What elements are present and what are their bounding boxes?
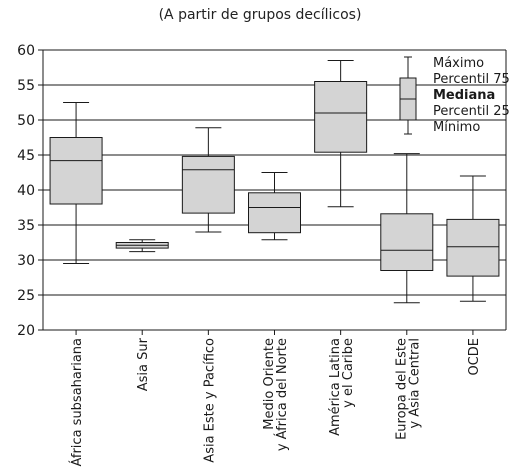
x-category-label: África subsahariana: [69, 338, 85, 467]
x-category-label: y África del Norte: [274, 338, 290, 451]
y-tick-label: 55: [17, 78, 35, 94]
y-tick-label: 50: [17, 113, 35, 129]
y-tick-label: 60: [17, 43, 35, 59]
x-category-label: Europa del Este: [394, 338, 409, 440]
box-box: [380, 213, 434, 272]
box-box: [49, 137, 103, 205]
x-category-label: y el Caribe: [341, 338, 356, 408]
legend-label: Mínimo: [433, 120, 480, 135]
y-tick-label: 45: [17, 148, 35, 164]
x-category-label: y Asia Central: [407, 338, 422, 429]
y-tick-label: 20: [17, 323, 35, 339]
y-tick-label: 35: [17, 218, 35, 234]
y-tick-label: 25: [17, 288, 35, 304]
box-box: [314, 81, 368, 153]
box-box: [446, 218, 500, 277]
x-category-label: Asia Sur: [136, 337, 151, 391]
legend-label: Mediana: [433, 88, 495, 103]
legend-label: Percentil 75: [433, 72, 510, 87]
x-category-label: América Latina: [328, 338, 343, 436]
box-box: [248, 192, 301, 234]
legend-label: Máximo: [433, 56, 484, 71]
box-box: [181, 155, 235, 214]
legend-label: Percentil 25: [433, 104, 510, 119]
x-category-label: Asia Este y Pacífico: [202, 338, 217, 463]
x-category-label: Medio Oriente: [262, 338, 277, 430]
chart-subtitle: (A partir de grupos decílicos): [158, 7, 362, 23]
y-tick-label: 40: [17, 183, 35, 199]
y-tick-label: 30: [17, 253, 35, 269]
x-category-label: OCDE: [467, 338, 482, 376]
